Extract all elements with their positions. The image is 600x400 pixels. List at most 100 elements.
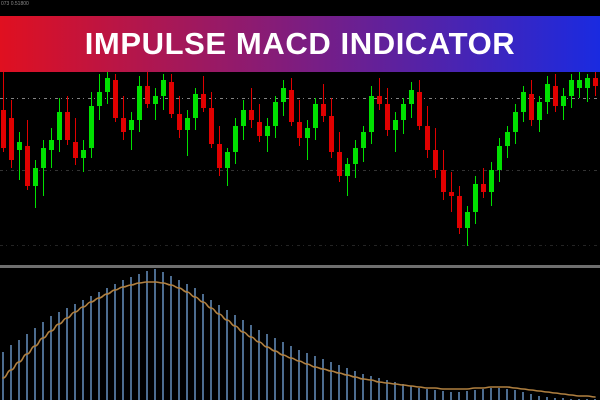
histogram-bar — [482, 389, 484, 400]
candlestick — [257, 0, 262, 267]
candle-body — [113, 80, 118, 118]
candlestick — [289, 0, 294, 267]
candlestick — [553, 0, 558, 267]
histogram-bar — [442, 391, 444, 400]
candle-body — [505, 132, 510, 146]
candlestick — [425, 0, 430, 267]
candle-body — [521, 92, 526, 112]
candle-body — [25, 146, 30, 186]
price-gridline-upper — [0, 98, 600, 99]
histogram-bar — [186, 284, 188, 400]
page-title: IMPULSE MACD INDICATOR — [84, 26, 516, 61]
candlestick — [25, 0, 30, 267]
candle-body — [433, 150, 438, 170]
candle-wick — [587, 74, 588, 102]
histogram-bar — [370, 376, 372, 400]
candle-body — [457, 196, 462, 228]
candle-wick — [347, 158, 348, 196]
price-gridline-middle — [0, 170, 600, 171]
candlestick — [353, 0, 358, 267]
candlestick — [393, 0, 398, 267]
candlestick — [313, 0, 318, 267]
candlestick — [337, 0, 342, 267]
candlestick — [241, 0, 246, 267]
histogram-bar — [98, 292, 100, 400]
candle-body — [145, 86, 150, 104]
candle-wick — [395, 112, 396, 152]
candle-body — [9, 118, 14, 160]
histogram-bar — [346, 368, 348, 400]
candle-body — [369, 96, 374, 132]
candlestick — [145, 0, 150, 267]
candle-body — [289, 90, 294, 122]
candlestick — [401, 0, 406, 267]
candle-body — [361, 132, 366, 148]
candle-body — [153, 96, 158, 104]
candlestick — [561, 0, 566, 267]
title-banner: IMPULSE MACD INDICATOR — [0, 16, 600, 72]
candle-body — [161, 80, 166, 96]
candle-body — [1, 110, 6, 148]
candlestick — [17, 0, 22, 267]
candle-wick — [323, 84, 324, 122]
histogram-bar — [106, 288, 108, 400]
candle-body — [561, 96, 566, 106]
candlestick — [417, 0, 422, 267]
candle-body — [497, 146, 502, 170]
candlestick — [97, 0, 102, 267]
candlestick — [81, 0, 86, 267]
candlestick — [329, 0, 334, 267]
histogram-bar — [42, 322, 44, 400]
candlestick — [385, 0, 390, 267]
histogram-bar — [546, 397, 548, 400]
histogram-bar — [90, 296, 92, 400]
candlestick — [249, 0, 254, 267]
candlestick — [57, 0, 62, 267]
candlestick — [345, 0, 350, 267]
histogram-bar — [306, 353, 308, 400]
candle-wick — [187, 110, 188, 156]
candlestick — [433, 0, 438, 267]
histogram-bar — [34, 328, 36, 400]
macd-indicator-panel[interactable] — [0, 268, 600, 400]
histogram-bar — [114, 284, 116, 400]
ticker-quote-label: 073 0.51800 — [1, 1, 29, 7]
candlestick — [377, 0, 382, 267]
histogram-bar — [330, 362, 332, 400]
candle-body — [57, 112, 62, 140]
candlestick — [449, 0, 454, 267]
histogram-bar — [266, 334, 268, 400]
candle-body — [265, 126, 270, 136]
candlestick — [1, 0, 6, 267]
histogram-bar — [522, 392, 524, 400]
histogram-bar — [226, 310, 228, 400]
histogram-bar — [242, 320, 244, 400]
candlestick — [265, 0, 270, 267]
candlestick — [273, 0, 278, 267]
candlestick — [153, 0, 158, 267]
candle-body — [33, 168, 38, 186]
candlestick — [281, 0, 286, 267]
candlestick — [473, 0, 478, 267]
histogram-bar — [26, 334, 28, 400]
histogram-bar — [530, 394, 532, 400]
histogram-bar — [378, 378, 380, 400]
candlestick — [121, 0, 126, 267]
candlestick — [497, 0, 502, 267]
candlestick — [177, 0, 182, 267]
candle-body — [353, 148, 358, 164]
candle-body — [121, 118, 126, 132]
candle-body — [41, 148, 46, 168]
histogram-bar — [82, 300, 84, 400]
candlestick — [545, 0, 550, 267]
candlestick — [169, 0, 174, 267]
candle-body — [249, 110, 254, 120]
candle-body — [385, 104, 390, 130]
histogram-bar — [322, 359, 324, 400]
candlestick — [185, 0, 190, 267]
histogram-bar — [538, 396, 540, 400]
candle-body — [377, 96, 382, 104]
candle-body — [329, 116, 334, 152]
candlestick — [137, 0, 142, 267]
